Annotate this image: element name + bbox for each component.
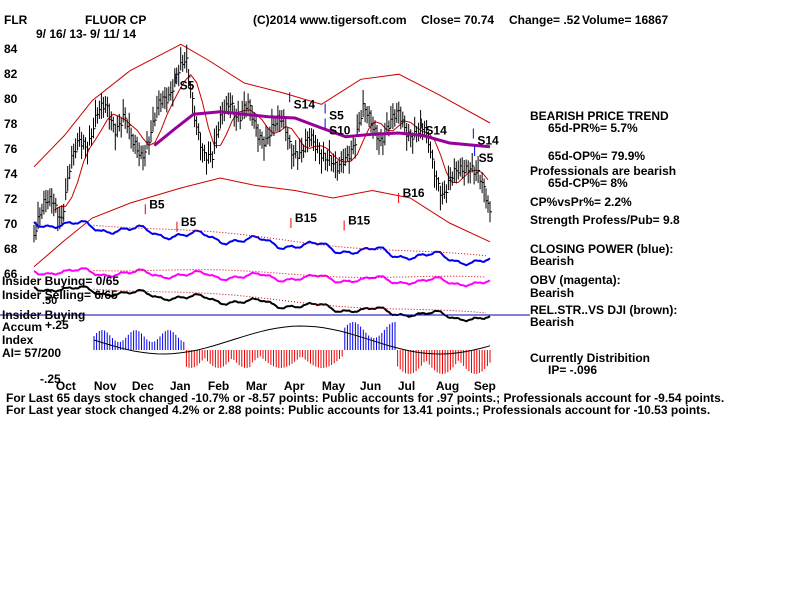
x-axis-month-labels: Oct Nov Dec Jan Feb Mar Apr May Jun Jul Aug Sep xyxy=(56,379,496,393)
signal-label: B15 xyxy=(348,214,370,228)
obv-line xyxy=(33,267,491,288)
signal-label: S10 xyxy=(329,124,351,138)
side-obv_title: OBV (magenta): xyxy=(530,273,621,287)
accum-label: Accum xyxy=(2,320,43,334)
closing-power-line xyxy=(33,219,491,267)
side-op: 65d-OP%= 79.9% xyxy=(548,149,646,163)
signal-label: S14 xyxy=(294,97,316,111)
date-range: 9/ 16/ 13- 9/ 11/ 14 xyxy=(36,27,137,41)
x-month-label: Mar xyxy=(246,379,268,393)
insider-buying-count: Insider Buying= 0/65 xyxy=(2,274,120,288)
x-month-label: Jun xyxy=(360,379,381,393)
side-cpvspr: CP%vsPr%= 2.2% xyxy=(530,195,632,209)
side-rs_title: REL.STR..VS DJI (brown): xyxy=(530,303,678,317)
signal-label: B5 xyxy=(149,197,165,211)
signal-label: S14 xyxy=(477,134,499,148)
relative-strength-path-average xyxy=(93,288,487,314)
close-value: Close= 70.74 xyxy=(421,13,495,27)
copyright-text: (C)2014 www.tigersoft.com xyxy=(253,13,407,27)
volume-value: Volume= 16867 xyxy=(582,13,669,27)
y-tick-label: 78 xyxy=(4,117,18,131)
insider-buying-label: Insider Buying xyxy=(2,308,86,322)
closing-power-path-average xyxy=(93,224,487,257)
ticker-symbol: FLR xyxy=(4,13,28,27)
y-tick-label: 66 xyxy=(4,267,18,281)
side-obv_val: Bearish xyxy=(530,286,575,300)
x-month-label: May xyxy=(322,379,346,393)
footer-line-year: For Last year stock changed 4.2% or 2.88… xyxy=(6,403,711,417)
y-tick-label: 80 xyxy=(4,92,18,106)
side-ip: IP= -.096 xyxy=(548,363,598,377)
y-tick-label: 70 xyxy=(4,217,18,231)
side-cp: 65d-CP%= 8% xyxy=(548,176,628,190)
signal-label: S5 xyxy=(479,151,494,165)
side-cp_val: Bearish xyxy=(530,254,575,268)
accumulation-index xyxy=(93,322,491,374)
short-moving-average-line xyxy=(53,73,489,211)
accum-trend-line xyxy=(93,325,491,355)
obv-path-average xyxy=(93,269,487,279)
ai-value: AI= 57/200 xyxy=(2,346,62,360)
side-pros: Professionals are bearish xyxy=(530,164,677,178)
x-month-label: Sep xyxy=(474,379,496,393)
signal-label: S5 xyxy=(180,79,195,93)
change-value: Change= .52 xyxy=(509,13,581,27)
accum-plus-tick: +.25 xyxy=(45,318,69,332)
ohlc-bars xyxy=(33,44,492,243)
side-dist: Currently Distribition xyxy=(530,351,651,365)
x-month-label: Aug xyxy=(436,379,459,393)
relative-strength-path xyxy=(33,285,491,323)
signal-label: S5 xyxy=(329,109,344,123)
side-cp_title: CLOSING POWER (blue): xyxy=(530,242,674,256)
accum-minus-tick: -.25 xyxy=(40,372,61,386)
moving-average-line xyxy=(153,110,491,149)
footer-line-65d: For Last 65 days stock changed -10.7% or… xyxy=(6,391,725,405)
bollinger-bands xyxy=(33,43,491,268)
side-trend: BEARISH PRICE TREND xyxy=(530,109,669,123)
x-month-label: Oct xyxy=(56,379,76,393)
insider-selling-count: Insider Selling= 6/65 xyxy=(2,288,118,302)
y-tick-label: 76 xyxy=(4,142,18,156)
upper-band-line xyxy=(33,43,491,168)
lower-band-line xyxy=(33,177,491,268)
closing-power-path xyxy=(33,219,491,267)
accum-overlap-tick: .50 xyxy=(42,295,58,307)
y-axis-tick-labels: 66 68 70 72 74 76 78 80 82 84 xyxy=(4,42,18,281)
moving-average xyxy=(153,110,491,149)
relative-strength-line xyxy=(0,285,530,323)
signal-label: S14 xyxy=(425,124,447,138)
signal-label: B5 xyxy=(181,215,197,229)
obv-path xyxy=(33,267,491,288)
x-month-label: Jan xyxy=(170,379,191,393)
x-month-label: Dec xyxy=(132,379,154,393)
y-tick-label: 68 xyxy=(4,242,18,256)
index-label: Index xyxy=(2,333,34,347)
side-pr: 65d-PR%= 5.7% xyxy=(548,121,638,135)
y-tick-label: 72 xyxy=(4,192,18,206)
x-month-label: Feb xyxy=(208,379,229,393)
side-rs_val: Bearish xyxy=(530,315,575,329)
company-name: FLUOR CP xyxy=(85,13,147,27)
y-tick-label: 82 xyxy=(4,67,18,81)
y-tick-label: 84 xyxy=(4,42,18,56)
side-strength: Strength Profess/Pub= 9.8 xyxy=(530,213,680,227)
y-tick-label: 74 xyxy=(4,167,18,181)
signal-label: B16 xyxy=(403,186,425,200)
signal-label: B15 xyxy=(295,211,317,225)
x-month-label: Jul xyxy=(398,379,415,393)
x-month-label: Nov xyxy=(94,379,117,393)
x-month-label: Apr xyxy=(284,379,305,393)
